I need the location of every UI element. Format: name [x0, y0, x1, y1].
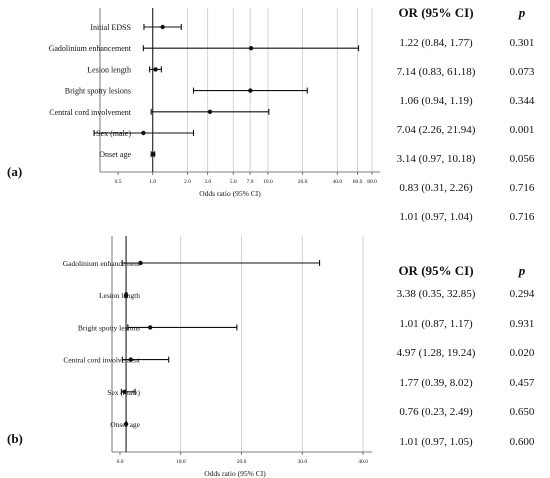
table-a-header-or: OR (95% CI) [398, 5, 474, 20]
x-tick-label: 20.0 [237, 459, 247, 465]
p-value-cell: 0.931 [509, 317, 535, 330]
x-tick-label: 1.0 [149, 179, 156, 185]
x-tick-label: 3.0 [204, 179, 211, 185]
category-label: Lesion length [87, 65, 131, 74]
table-row: 1.01 (0.87, 1.17) 0.931 [380, 315, 550, 333]
or-ci-cell: 1.01 (0.97, 1.04) [399, 211, 473, 223]
or-point [150, 152, 156, 157]
x-tick-label: 40.0 [358, 459, 368, 465]
or-ci-cell: 1.01 (0.97, 1.05) [399, 435, 473, 448]
x-tick-label: 0.0 [117, 459, 124, 465]
forest-panel-b: 0.0 10.0 20.0 30.0 40.0 Odds ratio (95% CI) Ga… [63, 236, 372, 478]
or-ci-cell: 0.76 (0.23, 2.49) [399, 406, 473, 418]
or-ci-cell: 0.83 (0.31, 2.26) [399, 182, 473, 194]
or-point [153, 67, 158, 72]
x-tick-label: 40.0 [332, 179, 342, 185]
or-point [128, 357, 133, 362]
x-tick-label: 0.5 [115, 179, 122, 185]
table-row: 3.38 (0.35, 32.85) 0.294 [380, 285, 550, 303]
table-b: OR (95% CI) p 3.38 (0.35, 32.85) 0.294 1.0… [380, 258, 550, 473]
category-label: Lesion length [99, 291, 140, 300]
p-value-cell: 0.650 [509, 406, 535, 418]
category-label: Onset age [99, 150, 131, 159]
or-point [207, 109, 213, 115]
or-ci-cell: 1.01 (0.87, 1.17) [399, 317, 473, 330]
or-point [138, 260, 143, 266]
table-row: 1.01 (0.97, 1.05) 0.600 [380, 433, 550, 451]
x-tick-label: 2.0 [184, 179, 191, 185]
x-tick-label: 30.0 [297, 459, 307, 465]
or-ci-cell: 3.38 (0.35, 32.85) [396, 288, 476, 300]
category-label: Bright spotty lesions [78, 323, 140, 332]
x-tick-label: 10.0 [263, 179, 273, 185]
x-tick-label: 60.0 [353, 179, 363, 185]
table-row: 7.14 (0.83, 61.18) 0.073 [380, 63, 550, 81]
category-label: Gadolinium enhancement [63, 259, 141, 268]
table-b-header-or: OR (95% CI) [398, 263, 474, 278]
table-row: 0.76 (0.23, 2.49) 0.650 [380, 403, 550, 421]
x-axis-label: Odds ratio (95% CI) [204, 469, 266, 478]
table-b-header-p: p [518, 263, 526, 278]
x-axis-label: Odds ratio (95% CI) [199, 189, 261, 198]
or-point [123, 421, 129, 427]
x-tick-label: 10.0 [176, 459, 186, 465]
or-ci-cell: 7.14 (0.83, 61.18) [396, 66, 476, 78]
panel-a-label: (a) [7, 164, 23, 179]
table-a: OR (95% CI) p 1.22 (0.84, 1.77) 0.301 7.14… [380, 0, 550, 230]
table-row: 0.83 (0.31, 2.26) 0.716 [380, 179, 550, 197]
p-value-cell: 0.344 [509, 95, 535, 107]
table-row: 1.06 (0.94, 1.19) 0.344 [380, 92, 550, 110]
category-label: Central cord involvement [49, 108, 132, 117]
x-tick-label: 80.0 [367, 179, 377, 185]
x-tick-label: 20.0 [298, 179, 308, 185]
p-value-cell: 0.020 [509, 347, 535, 359]
category-label: Gadolinium enhancement [49, 44, 132, 53]
or-ci-cell: 1.22 (0.84, 1.77) [399, 37, 473, 49]
forest-panel-a: 0.5 1.0 2.0 3.0 5.0 7.0 10.0 20.0 40.0 60.0 80.0 Od… [49, 8, 380, 198]
table-b-header: OR (95% CI) p [380, 260, 550, 282]
or-point [123, 293, 129, 298]
or-point [160, 24, 165, 30]
p-value-cell: 0.457 [509, 376, 535, 389]
x-tick-label: 5.0 [230, 179, 237, 185]
panel-b-label: (b) [7, 431, 23, 446]
table-a-header: OR (95% CI) p [380, 2, 550, 24]
or-point [141, 130, 146, 136]
or-point [248, 88, 253, 93]
or-ci-cell: 4.97 (1.28, 19.24) [396, 347, 476, 359]
p-value-cell: 0.001 [509, 124, 535, 136]
category-label: Initial EDSS [90, 23, 131, 32]
p-value-cell: 0.073 [509, 66, 535, 78]
category-label: Bright spotty lesions [65, 87, 131, 96]
p-value-cell: 0.600 [509, 435, 535, 448]
category-label: Central cord involvement [63, 356, 141, 365]
p-value-cell: 0.056 [509, 153, 535, 165]
or-ci-cell: 7.04 (2.26, 21.94) [396, 124, 476, 136]
or-point [122, 389, 127, 394]
or-ci-cell: 1.06 (0.94, 1.19) [399, 95, 473, 107]
p-value-cell: 0.294 [509, 288, 535, 300]
p-value-cell: 0.716 [509, 211, 535, 223]
table-row: 7.04 (2.26, 21.94) 0.001 [380, 121, 550, 139]
or-ci-cell: 1.77 (0.39, 8.02) [399, 376, 473, 389]
table-row: 1.22 (0.84, 1.77) 0.301 [380, 34, 550, 52]
table-row: 1.77 (0.39, 8.02) 0.457 [380, 374, 550, 392]
table-row: 4.97 (1.28, 19.24) 0.020 [380, 344, 550, 362]
p-value-cell: 0.301 [509, 37, 535, 49]
or-point [248, 46, 254, 51]
or-point [147, 325, 153, 330]
table-row: 3.14 (0.97, 10.18) 0.056 [380, 150, 550, 168]
x-tick-label: 7.0 [247, 179, 254, 185]
p-value-cell: 0.716 [509, 182, 535, 194]
or-ci-cell: 3.14 (0.97, 10.18) [396, 153, 476, 165]
table-row: 1.01 (0.97, 1.04) 0.716 [380, 208, 550, 226]
table-a-header-p: p [518, 5, 526, 20]
